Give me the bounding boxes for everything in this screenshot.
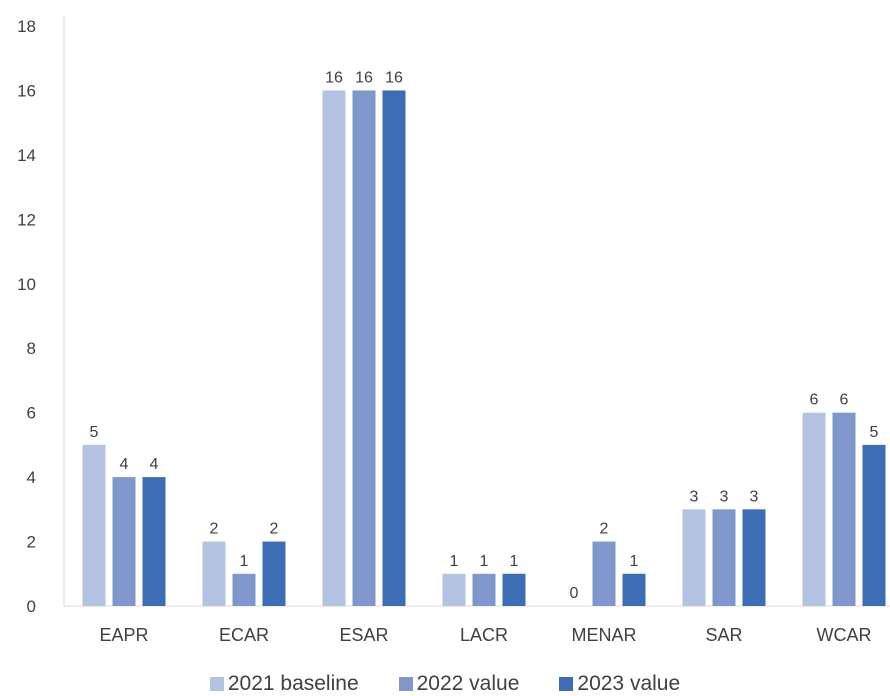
- x-category-label: LACR: [460, 625, 508, 645]
- x-axis: EAPR ECAR ESAR LACR MENAR SAR WCAR: [64, 605, 890, 645]
- legend: 2021 baseline 2022 value 2023 value: [0, 672, 890, 696]
- bar: [592, 541, 616, 606]
- x-category-label: ECAR: [219, 625, 269, 645]
- data-label: 3: [750, 488, 759, 505]
- data-label: 4: [120, 456, 129, 473]
- data-label: 16: [385, 69, 403, 86]
- legend-item-2023-value: 2023 value: [559, 672, 680, 696]
- legend-label-2022-value: 2022 value: [416, 672, 520, 695]
- data-label: 3: [690, 488, 699, 505]
- bar: [682, 509, 706, 606]
- data-label: 1: [240, 553, 249, 570]
- legend-item-2021-baseline: 2021 baseline: [209, 672, 359, 696]
- y-tick-label: 6: [27, 404, 36, 423]
- bar: [82, 444, 106, 606]
- y-tick-label: 12: [17, 210, 36, 229]
- data-label: 4: [150, 456, 159, 473]
- bar: [472, 573, 496, 606]
- data-label: 5: [90, 424, 99, 441]
- y-tick-label: 8: [27, 339, 36, 358]
- y-tick-label: 14: [17, 146, 36, 165]
- y-tick-label: 0: [27, 597, 36, 616]
- y-tick-label: 2: [27, 533, 36, 552]
- bar: [352, 90, 376, 606]
- y-tick-label: 18: [17, 17, 36, 36]
- bars: [82, 90, 886, 606]
- bar: [112, 477, 136, 606]
- legend-label-2023-value: 2023 value: [577, 672, 681, 695]
- bar: [262, 541, 286, 606]
- bar: [832, 412, 856, 606]
- legend-swatch-2022-value: [398, 677, 413, 691]
- bar: [322, 90, 346, 606]
- data-label: 2: [600, 521, 609, 538]
- data-label: 2: [270, 521, 279, 538]
- x-category-label: ESAR: [339, 625, 388, 645]
- bar: [862, 444, 886, 606]
- legend-swatch-2021-baseline: [209, 677, 224, 691]
- data-label: 1: [630, 553, 639, 570]
- data-label: 5: [870, 424, 879, 441]
- legend-label-2021-baseline: 2021 baseline: [227, 672, 359, 695]
- data-label: 2: [210, 521, 219, 538]
- x-category-label: MENAR: [571, 625, 636, 645]
- legend-swatch-2023-value: [559, 677, 574, 691]
- y-tick-label: 4: [27, 468, 36, 487]
- bar: [142, 477, 166, 606]
- data-label: 1: [480, 553, 489, 570]
- data-label: 3: [720, 488, 729, 505]
- x-category-label: SAR: [705, 625, 742, 645]
- data-label: 16: [325, 69, 343, 86]
- legend-item-2022-value: 2022 value: [398, 672, 520, 696]
- bar: [382, 90, 406, 606]
- bar: [502, 573, 526, 606]
- x-category-label: WCAR: [817, 625, 872, 645]
- bar: [202, 541, 226, 606]
- bar: [622, 573, 646, 606]
- data-label: 1: [450, 553, 459, 570]
- y-axis: 0 2 4 6 8 10 12 14 16 18: [17, 16, 65, 616]
- data-label: 1: [510, 553, 519, 570]
- data-label: 6: [810, 392, 819, 409]
- data-labels: 5 4 4 2 1 2 16 16 16 1 1 1 0 2 1 3 3 3 6 6 5: [90, 69, 879, 602]
- y-tick-label: 16: [17, 81, 36, 100]
- data-label: 0: [570, 585, 579, 602]
- y-tick-label: 10: [17, 275, 36, 294]
- bar: [442, 573, 466, 606]
- bar: [232, 573, 256, 606]
- bar: [802, 412, 826, 606]
- data-label: 16: [355, 69, 373, 86]
- bar: [742, 509, 766, 606]
- bar: [712, 509, 736, 606]
- data-label: 6: [840, 392, 849, 409]
- x-category-label: EAPR: [99, 625, 148, 645]
